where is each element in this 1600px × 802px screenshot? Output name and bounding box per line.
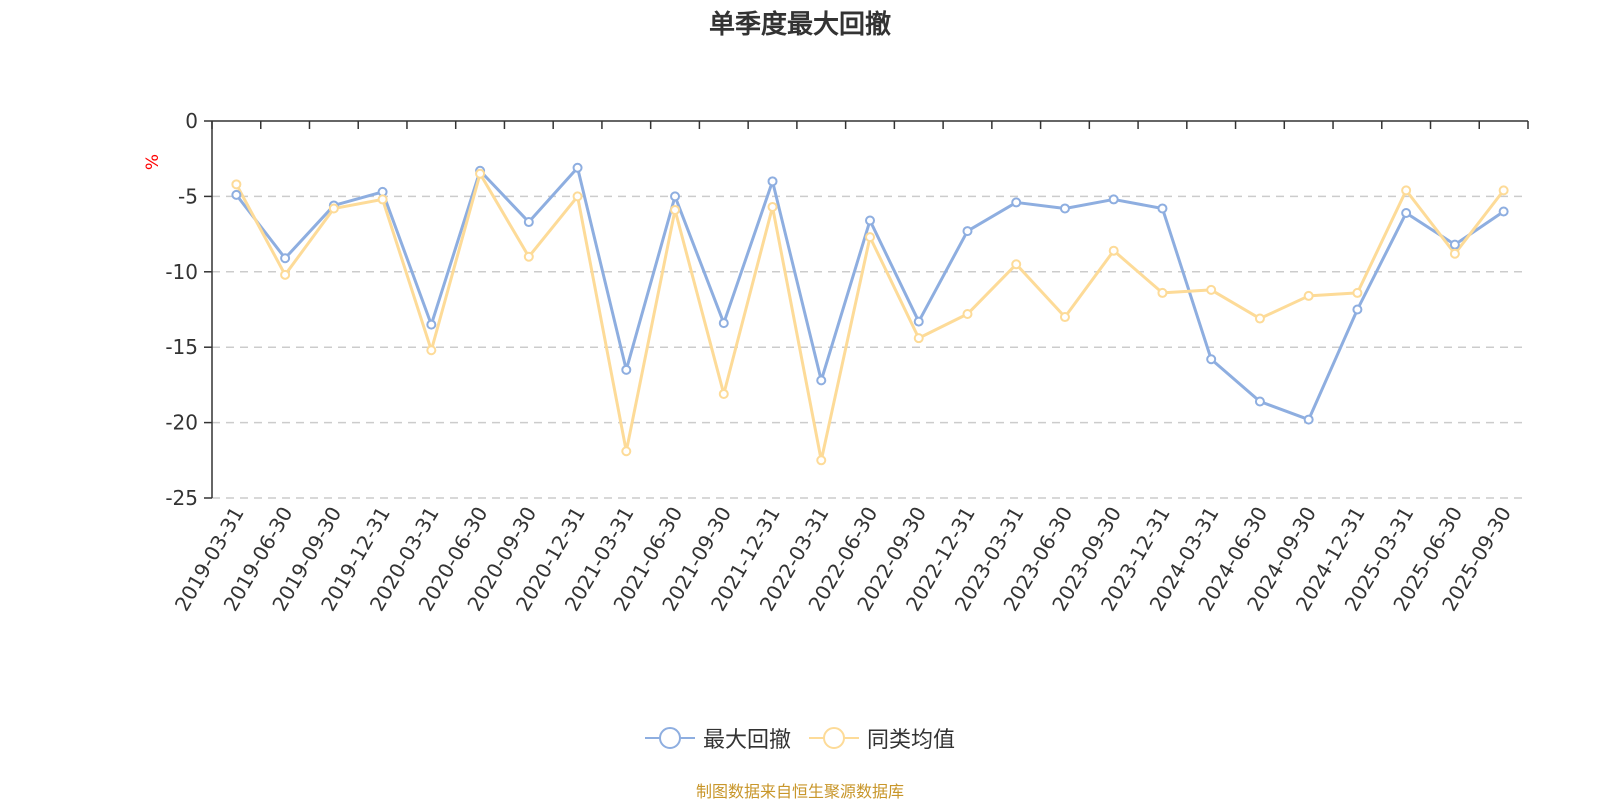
source-note: 制图数据来自恒生聚源数据库: [695, 782, 904, 801]
series-0-point: [1254, 396, 1265, 407]
y-tick-label: -20: [165, 411, 198, 435]
axes: [204, 120, 1529, 499]
series-1-point: [1303, 290, 1314, 301]
series-0-point: [1108, 194, 1119, 205]
series-0-point: [865, 215, 875, 226]
series-1-point: [718, 388, 729, 399]
series-1-point: [621, 446, 632, 457]
series-1-point: [1498, 185, 1509, 196]
legend-item-series-0[interactable]: 最大回撤: [644, 722, 791, 754]
y-tick-label: -5: [178, 184, 198, 208]
series-1-point: [1059, 312, 1070, 323]
legend-circle-1: [823, 727, 845, 749]
series-0-point: [1303, 414, 1314, 425]
legend-marker-series-0: [644, 727, 695, 749]
y-axis-label: %: [143, 154, 163, 170]
series-1-point: [572, 191, 583, 202]
series-1-point: [1254, 313, 1265, 324]
series-0-point: [231, 189, 242, 200]
series-0-point: [1206, 354, 1217, 365]
tick-labels: 0-5-10-15-20-25%2019-03-312019-06-302019…: [143, 109, 1516, 615]
series-0-point: [816, 375, 827, 386]
legend: 最大回撤 同类均值: [0, 722, 1600, 754]
series-1-point: [1108, 245, 1119, 256]
series-1-point: [670, 204, 681, 215]
legend-circle-0: [658, 727, 681, 749]
y-tick-label: -15: [165, 335, 198, 359]
series-1-point: [523, 251, 534, 262]
legend-label-series-1: 同类均值: [867, 728, 956, 753]
series-0-point: [670, 191, 681, 202]
series-line-0: [235, 166, 1505, 422]
series-0-point: [426, 319, 437, 330]
series-0-point: [767, 176, 778, 187]
series-1-point: [475, 168, 486, 179]
y-tick-label: 0: [185, 109, 198, 133]
series-1-point: [1449, 248, 1460, 259]
series-1-point: [426, 345, 437, 356]
series-0-point: [523, 217, 534, 228]
series-1-point: [1157, 287, 1168, 298]
series-0-point: [962, 226, 973, 237]
series-1-point: [1011, 259, 1022, 270]
series-0-point: [1352, 304, 1363, 315]
series-1-point: [231, 179, 242, 190]
series-0-point: [718, 318, 729, 329]
y-tick-label: -10: [165, 260, 198, 284]
series-1-point: [1352, 287, 1363, 298]
series-1-point: [962, 309, 973, 320]
series-1-point: [1401, 185, 1412, 196]
series-lines: [231, 162, 1509, 466]
series-1-point: [1206, 284, 1217, 295]
series-0-point: [1449, 239, 1460, 250]
series-1-point: [767, 201, 778, 212]
series-0-point: [1011, 197, 1022, 208]
legend-label-series-0: 最大回撤: [702, 728, 791, 753]
series-0-point: [1059, 203, 1070, 214]
series-0-point: [572, 162, 583, 173]
series-1-point: [377, 194, 388, 205]
series-0-point: [621, 364, 632, 375]
legend-marker-series-1: [809, 727, 859, 749]
series-1-point: [280, 269, 291, 280]
series-0-point: [1401, 207, 1412, 218]
series-0-point: [280, 253, 291, 264]
chart-title: 单季度最大回撤: [708, 10, 891, 40]
series-1-point: [328, 203, 339, 214]
series-0-point: [1157, 203, 1168, 214]
series-0-point: [913, 316, 924, 327]
series-1-point: [816, 455, 827, 466]
series-1-point: [865, 232, 875, 243]
y-tick-label: -25: [165, 486, 198, 510]
series-1-point: [913, 333, 924, 344]
legend-item-series-1[interactable]: 同类均值: [809, 722, 955, 754]
series-0-point: [1498, 206, 1509, 217]
